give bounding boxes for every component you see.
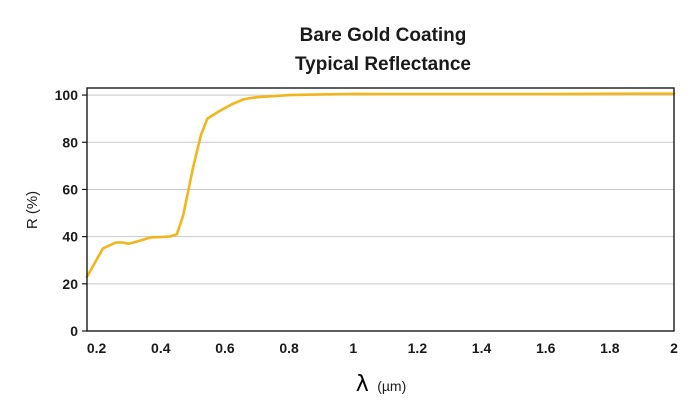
x-tick-label: 0.2 (87, 340, 107, 356)
y-tick-label: 80 (62, 134, 78, 150)
y-tick-label: 40 (62, 229, 78, 245)
x-tick-labels: 0.2 0.4 0.6 0.8 1 1.2 1.4 1.6 1.8 2 (87, 340, 678, 356)
x-tick-label: 1.2 (408, 340, 428, 356)
x-tick-label: 0.4 (151, 340, 171, 356)
y-tick-label: 100 (55, 87, 79, 103)
x-axis-label: λ (µm) (356, 372, 407, 397)
x-tick-label: 2 (670, 340, 678, 356)
x-axis-label-unit: (µm) (377, 378, 406, 394)
x-tick-label: 1.8 (600, 340, 620, 356)
gridlines (87, 94, 674, 285)
axes (82, 87, 675, 332)
y-tick-label: 20 (62, 276, 78, 292)
x-tick-label: 0.8 (279, 340, 299, 356)
series-line-bare-gold (85, 92, 676, 278)
y-tick-labels: 0 20 40 60 80 100 (55, 87, 79, 339)
x-tick-label: 1.4 (472, 340, 492, 356)
x-tick-label: 1 (349, 340, 357, 356)
x-axis-label-symbol: λ (356, 372, 369, 397)
plot-frame (86, 87, 675, 332)
y-axis-label: R (%) (24, 191, 41, 229)
y-tick-label: 0 (70, 323, 78, 339)
series-layer (85, 92, 676, 278)
chart-title-line-1: Bare Gold Coating (300, 25, 467, 46)
x-tick-label: 0.6 (215, 340, 235, 356)
x-tick-label: 1.6 (536, 340, 556, 356)
y-tick-label: 60 (62, 181, 78, 197)
chart-title-line-2: Typical Reflectance (295, 54, 471, 75)
